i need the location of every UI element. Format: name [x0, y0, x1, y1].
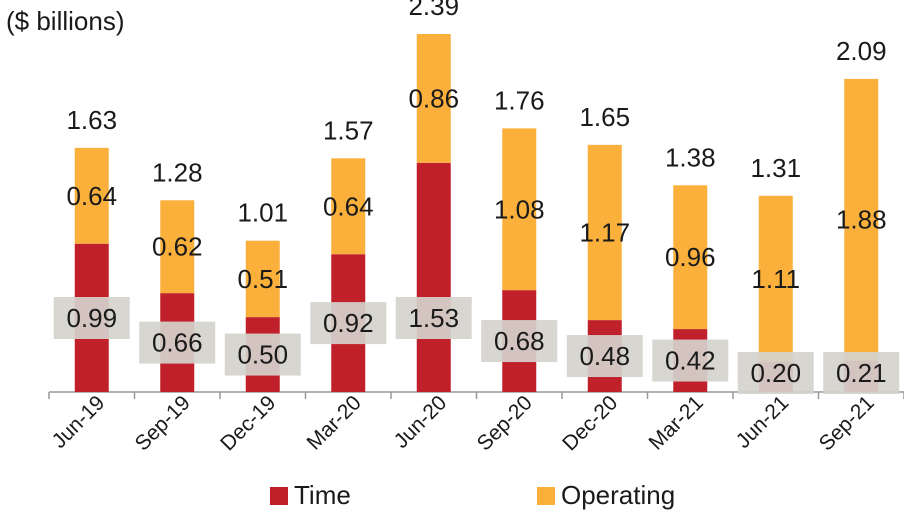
legend-label-time: Time: [294, 480, 351, 510]
data-label-time: 0.92: [323, 308, 374, 338]
data-label-time: 0.42: [665, 346, 716, 376]
data-label-total: 2.39: [408, 0, 459, 21]
y-axis-unit-label: ($ billions): [6, 6, 125, 36]
x-tick-label: Jun-19: [48, 391, 110, 453]
bar-segment-operating: [416, 34, 451, 163]
x-tick-label: Sep-19: [131, 391, 195, 455]
time-label-box: [53, 297, 130, 339]
bar-segment-time: [416, 162, 451, 392]
data-label-time: 0.21: [836, 358, 887, 388]
data-label-operating: 1.88: [836, 205, 887, 235]
legend-item-time: Time: [270, 480, 351, 511]
time-label-box: [481, 320, 558, 363]
bar-segment-operating: [502, 128, 537, 291]
data-label-total: 1.31: [750, 153, 801, 183]
x-tick-label: Mar-21: [644, 391, 707, 454]
data-label-operating: 0.86: [408, 83, 459, 113]
time-label-box: [737, 352, 814, 394]
bar-segment-operating: [331, 158, 366, 255]
data-label-time: 0.48: [579, 341, 630, 371]
time-label-box: [823, 352, 900, 394]
x-tick-label: Jun-20: [390, 391, 452, 453]
data-label-operating: 0.51: [237, 264, 288, 294]
data-label-time: 0.50: [237, 340, 288, 370]
legend-swatch-operating: [537, 486, 555, 505]
x-tick-label: Sep-20: [473, 391, 537, 455]
data-label-time: 0.99: [66, 303, 117, 333]
data-label-total: 1.76: [494, 85, 545, 115]
legend: Time Operating: [0, 480, 904, 514]
data-label-time: 0.68: [494, 326, 545, 356]
time-label-box: [310, 302, 387, 345]
data-label-operating: 0.62: [152, 232, 203, 262]
x-tick-label: Sep-21: [815, 391, 879, 455]
data-label-operating: 1.17: [579, 217, 630, 247]
data-label-total: 1.38: [665, 142, 716, 172]
x-tick-label: Dec-19: [216, 391, 280, 455]
data-label-time: 1.53: [408, 303, 459, 333]
time-label-box: [395, 297, 472, 339]
time-label-box: [566, 335, 643, 378]
x-tick-label: Dec-20: [558, 391, 622, 455]
data-label-total: 1.57: [323, 115, 374, 145]
data-label-operating: 0.96: [665, 242, 716, 272]
legend-item-operating: Operating: [537, 480, 675, 511]
data-label-operating: 0.64: [66, 181, 117, 211]
data-label-total: 1.28: [152, 157, 203, 187]
data-label-total: 1.65: [579, 102, 630, 132]
data-label-operating: 1.08: [494, 194, 545, 224]
data-label-operating: 0.64: [323, 191, 374, 221]
time-label-box: [139, 321, 216, 364]
bar-segment-operating: [245, 240, 280, 318]
data-label-operating: 1.11: [751, 264, 800, 294]
data-label-total: 1.63: [66, 105, 117, 135]
x-tick-label: Jun-21: [732, 391, 794, 453]
legend-swatch-time: [270, 486, 288, 505]
time-label-box: [652, 339, 729, 382]
bar-segment-operating: [587, 144, 622, 321]
bar-segment-operating: [758, 195, 793, 363]
time-label-box: [224, 333, 301, 376]
data-label-time: 0.66: [152, 328, 203, 358]
bar-segment-operating: [673, 185, 708, 330]
data-label-total: 1.01: [237, 198, 288, 228]
bar-segment-operating: [844, 78, 879, 361]
bar-segment-operating: [160, 200, 195, 294]
x-tick-label: Mar-20: [302, 391, 365, 454]
stacked-bar-chart: 0.99 0.64 1.63 Jun-19 0.66 0.62 1.28 Sep-19 0.50…: [48, 0, 904, 455]
data-label-total: 2.09: [836, 36, 887, 66]
legend-label-operating: Operating: [561, 480, 676, 510]
bar-segment-operating: [74, 147, 109, 244]
data-label-time: 0.20: [750, 358, 801, 388]
